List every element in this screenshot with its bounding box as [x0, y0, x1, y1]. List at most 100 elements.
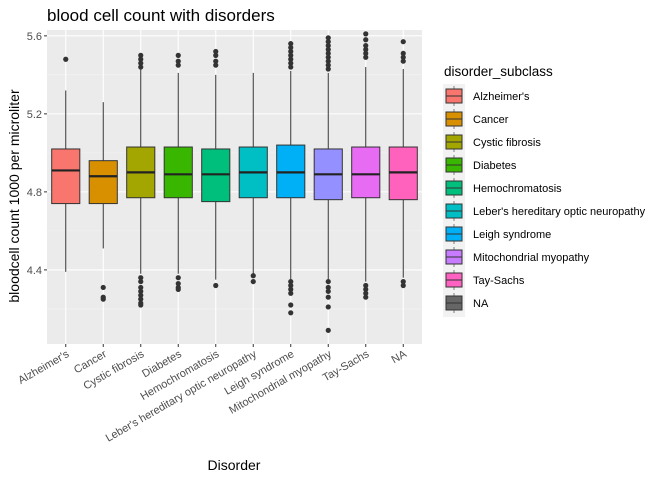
legend-label: Leber's hereditary optic neuropathy [473, 206, 646, 218]
outlier-point [175, 286, 181, 292]
box-5 [201, 48, 231, 289]
box-2 [88, 102, 118, 302]
legend-label: Cancer [473, 114, 509, 126]
legend-label: Tay-Sachs [473, 275, 525, 287]
outlier-point [175, 275, 181, 281]
outlier-point [288, 282, 294, 289]
outlier-point [325, 46, 331, 53]
box-1 [51, 56, 81, 272]
outlier-point [363, 31, 369, 37]
legend-item: Cystic fibrosis [445, 132, 541, 152]
x-axis-title: Disorder [208, 457, 261, 473]
outlier-point [288, 310, 294, 316]
outlier-point [288, 290, 294, 296]
outlier-point [363, 54, 369, 60]
outlier-point [138, 275, 144, 281]
outlier-point [325, 43, 331, 49]
chart-title: blood cell count with disorders [47, 6, 275, 25]
legend-item: Cancer [445, 109, 509, 129]
outlier-point [288, 44, 294, 51]
legend-label: NA [473, 298, 489, 310]
legend-item: Tay-Sachs [445, 270, 525, 290]
outlier-point [325, 58, 331, 64]
outlier-point [138, 64, 144, 70]
outlier-point [288, 48, 294, 55]
legend-label: Cystic fibrosis [473, 137, 541, 149]
outlier-point [175, 280, 181, 287]
box-iqr [51, 148, 81, 205]
legend-label: Mitochondrial myopathy [473, 252, 590, 264]
outlier-point [213, 48, 219, 55]
outlier-point [363, 37, 369, 43]
outlier-point [288, 64, 294, 70]
outlier-point [325, 284, 331, 291]
outlier-point [288, 302, 294, 308]
outlier-point [63, 56, 69, 62]
outlier-point [288, 41, 294, 47]
outlier-point [400, 39, 406, 45]
box-10 [388, 39, 418, 289]
outlier-point [288, 278, 294, 285]
outlier-point [325, 66, 331, 72]
outlier-point [400, 282, 406, 289]
outlier-point [325, 54, 331, 60]
outlier-point [100, 284, 106, 291]
legend-item: Diabetes [445, 155, 517, 175]
legend-item: Leber's hereditary optic neuropathy [445, 201, 646, 221]
outlier-point [363, 294, 369, 300]
legend: disorder_subclass Alzheimer's Cancer Cysti… [443, 64, 646, 317]
outlier-point [175, 58, 181, 64]
y-tick-label: 4.4 [27, 265, 42, 277]
outlier-point [138, 284, 144, 291]
y-tick-label: 5.6 [27, 31, 42, 43]
outlier-point [250, 273, 256, 279]
outlier-point [363, 290, 369, 296]
legend-item: Hemochromatosis [445, 178, 562, 198]
outlier-point [213, 58, 219, 64]
outlier-point [138, 296, 144, 302]
outlier-point [288, 52, 294, 58]
y-tick-label: 5.2 [27, 109, 42, 121]
outlier-point [250, 278, 256, 285]
outlier-point [138, 292, 144, 298]
x-tick-label: Alzheimer's [16, 348, 71, 387]
outlier-point [100, 296, 106, 302]
box-3 [126, 52, 156, 308]
outlier-point [325, 294, 331, 300]
y-tick-label: 4.8 [27, 187, 42, 199]
outlier-point [138, 52, 144, 58]
legend-label: Leigh syndrome [473, 229, 551, 241]
boxes [51, 31, 418, 333]
outlier-point [325, 50, 331, 57]
box-7 [276, 41, 306, 316]
outlier-point [325, 304, 331, 310]
outlier-point [325, 327, 331, 333]
legend-label: Diabetes [473, 160, 517, 172]
box-9 [351, 31, 381, 300]
legend-item: Mitochondrial myopathy [445, 247, 590, 267]
legend-title: disorder_subclass [444, 64, 553, 79]
outlier-point [325, 288, 331, 294]
outlier-point [363, 46, 369, 53]
y-axis-title: bloodcell count 1000 per microliter [6, 89, 22, 303]
outlier-point [363, 282, 369, 289]
outlier-point [288, 60, 294, 66]
outlier-point [325, 35, 331, 41]
outlier-point [213, 282, 219, 289]
outlier-point [363, 50, 369, 57]
outlier-point [138, 288, 144, 294]
outlier-point [400, 278, 406, 285]
outlier-point [288, 286, 294, 292]
legend-label: Hemochromatosis [473, 183, 562, 195]
outlier-point [175, 52, 181, 58]
legend-item: NA [445, 293, 489, 313]
x-tick-label: NA [390, 348, 410, 366]
outlier-point [138, 302, 144, 308]
outlier-point [400, 58, 406, 64]
outlier-point [175, 62, 181, 68]
outlier-point [363, 286, 369, 292]
outlier-point [213, 52, 219, 58]
outlier-point [325, 62, 331, 68]
